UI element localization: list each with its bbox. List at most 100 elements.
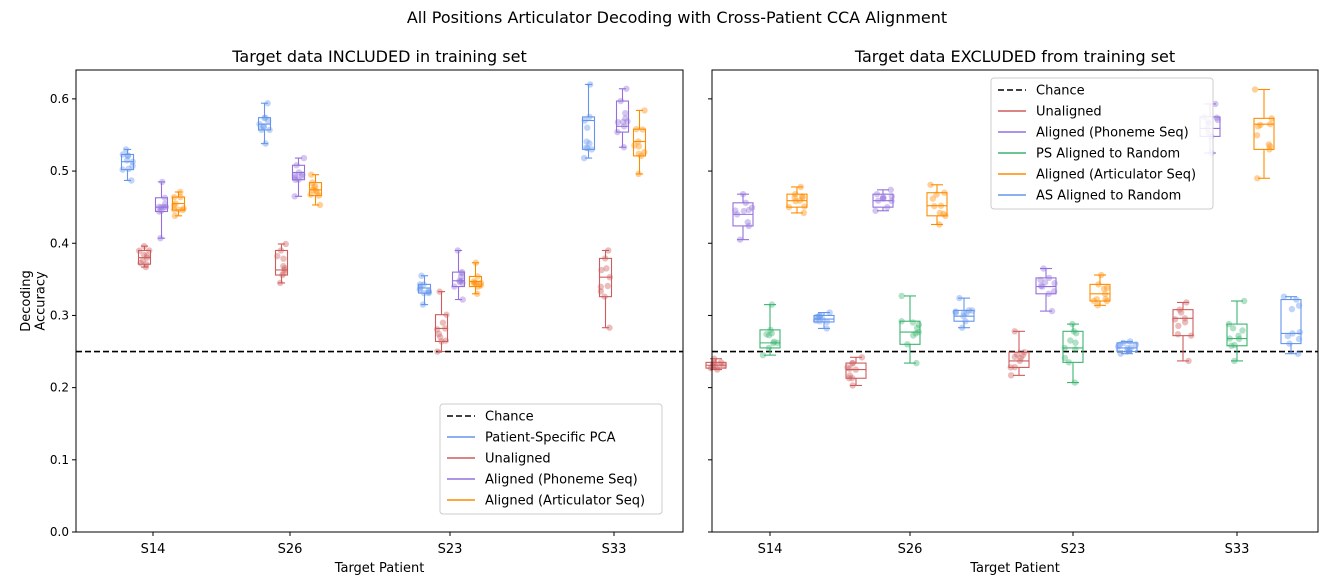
data-point: [872, 207, 879, 214]
data-point: [129, 162, 136, 170]
data-point: [435, 330, 443, 338]
data-point: [852, 366, 860, 373]
y-tick-label: 0.6: [50, 92, 69, 106]
data-point: [1240, 297, 1248, 305]
data-point: [799, 194, 806, 201]
data-point: [146, 247, 153, 254]
y-tick-label: 0.2: [50, 381, 69, 395]
data-point: [1017, 354, 1025, 362]
data-point: [309, 186, 317, 194]
data-point: [1061, 354, 1069, 362]
data-point: [588, 146, 595, 153]
data-point: [119, 166, 126, 173]
data-point: [143, 254, 151, 261]
data-point: [622, 110, 629, 117]
data-point: [1257, 121, 1264, 129]
data-point: [873, 190, 881, 198]
data-point: [1127, 344, 1135, 351]
data-point: [785, 203, 793, 211]
data-point: [716, 361, 723, 368]
data-point: [904, 341, 911, 348]
data-point: [711, 362, 718, 369]
data-point: [1103, 284, 1111, 292]
data-point: [1288, 305, 1296, 313]
data-point: [844, 364, 851, 371]
data-point: [884, 203, 891, 211]
data-point: [826, 309, 833, 316]
box-ps_random: [1225, 297, 1248, 365]
panel-excluded: Target data EXCLUDED from training set S1…: [705, 47, 1319, 576]
panel-title: Target data INCLUDED in training set: [231, 47, 526, 66]
data-point: [471, 279, 479, 286]
data-point: [474, 273, 481, 280]
data-point: [1295, 335, 1303, 343]
data-point: [586, 113, 593, 121]
data-point: [1265, 141, 1272, 148]
data-point: [1048, 307, 1056, 315]
data-point: [733, 211, 741, 218]
data-point: [1072, 329, 1080, 337]
data-point: [614, 119, 622, 126]
data-point: [910, 332, 917, 339]
data-point: [791, 194, 798, 201]
data-point: [791, 190, 799, 198]
data-point: [312, 187, 320, 195]
data-point: [158, 203, 165, 211]
box-unaligned: [705, 355, 727, 373]
data-point: [1187, 332, 1195, 339]
data-point: [606, 273, 614, 281]
data-point: [635, 150, 643, 157]
data-point: [261, 114, 268, 122]
data-point: [823, 318, 831, 326]
box-articulator: [170, 188, 187, 220]
data-point: [800, 209, 808, 217]
data-point: [774, 339, 781, 347]
data-point: [307, 191, 314, 198]
box-pca: [580, 81, 596, 162]
data-point: [139, 257, 147, 264]
data-point: [1119, 339, 1127, 347]
data-point: [123, 157, 131, 164]
data-point: [586, 140, 593, 147]
data-point: [1239, 327, 1246, 334]
data-point: [179, 206, 187, 214]
data-point: [931, 202, 938, 210]
data-point: [155, 203, 163, 210]
data-point: [122, 146, 130, 153]
y-tick-label: 0.5: [50, 164, 69, 178]
data-point: [315, 192, 323, 199]
data-point: [635, 170, 642, 178]
data-point: [281, 266, 288, 274]
data-point: [601, 255, 609, 262]
y-tick-label: 0.4: [50, 236, 69, 250]
data-point: [299, 171, 306, 178]
data-point: [710, 355, 718, 362]
data-point: [849, 382, 856, 389]
data-point: [125, 165, 132, 173]
data-point: [316, 201, 324, 209]
data-point: [439, 319, 447, 326]
data-point: [143, 252, 151, 259]
data-point: [442, 325, 449, 332]
data-point: [1045, 290, 1052, 297]
data-point: [1253, 132, 1261, 139]
data-point: [155, 208, 163, 215]
data-point: [474, 283, 482, 290]
data-point: [603, 265, 610, 272]
data-point: [457, 273, 465, 281]
data-point: [1185, 357, 1192, 365]
data-point: [1228, 342, 1235, 349]
data-point: [759, 351, 767, 359]
data-point: [1183, 299, 1190, 306]
data-point: [1126, 338, 1134, 345]
box-unaligned: [1007, 328, 1030, 379]
data-point: [641, 148, 648, 156]
box-ps_random: [898, 292, 923, 367]
data-point: [264, 117, 272, 125]
data-point: [1067, 337, 1074, 344]
data-point: [276, 279, 284, 287]
data-point: [1126, 347, 1133, 355]
box-articulator: [1251, 86, 1275, 182]
data-point: [160, 203, 168, 211]
data-point: [619, 118, 627, 126]
